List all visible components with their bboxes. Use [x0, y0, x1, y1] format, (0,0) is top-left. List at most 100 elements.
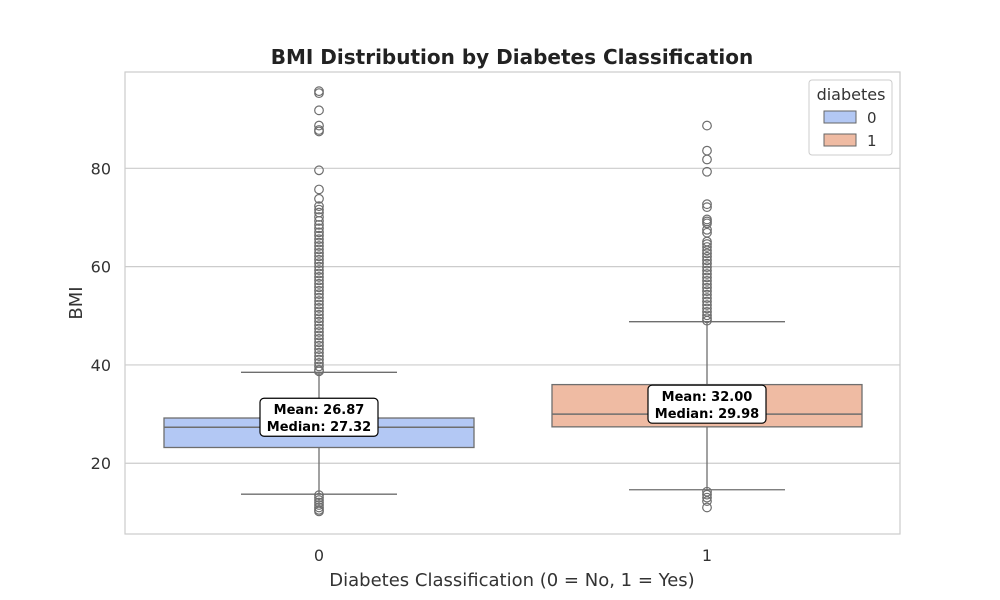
annotation-box — [259, 397, 379, 437]
legend-title: diabetes — [817, 85, 886, 104]
outlier-point — [702, 255, 712, 266]
outlier-point — [702, 218, 712, 229]
mean-annotation: Mean: 26.87 — [274, 403, 365, 418]
outlier-point — [314, 344, 324, 355]
outlier-point — [314, 351, 324, 361]
outlier-point — [314, 184, 324, 195]
outlier-point — [314, 299, 324, 310]
outlier-point — [314, 323, 324, 334]
outlier-point — [314, 492, 324, 503]
outlier-point — [702, 245, 712, 256]
outlier-point — [314, 227, 324, 238]
outlier-point — [314, 165, 324, 176]
gridlines — [125, 167, 900, 464]
outlier-point — [314, 333, 324, 344]
outlier-point — [702, 202, 712, 213]
outlier-point — [314, 254, 324, 265]
outlier-point — [702, 286, 712, 297]
outlier-point — [314, 354, 324, 365]
outlier-point — [702, 120, 712, 131]
outlier-point — [314, 88, 324, 99]
outlier-point — [314, 296, 324, 306]
outlier-point — [314, 309, 324, 320]
outlier-point — [314, 275, 324, 286]
y-axis-label: BMI — [66, 286, 87, 319]
outlier-point — [702, 300, 712, 310]
outlier-point — [314, 506, 324, 517]
outlier-point — [314, 105, 324, 116]
stats-annotation: Mean: 32.00 Median: 29.98 — [647, 384, 767, 424]
outlier-point — [314, 237, 324, 248]
y-tick-label: 60 — [91, 258, 111, 277]
outlier-point — [702, 265, 712, 276]
outlier-point — [314, 366, 324, 377]
outlier-point — [314, 216, 324, 226]
outlier-point — [314, 268, 324, 279]
outlier-point — [314, 306, 324, 317]
outlier-point — [702, 310, 712, 321]
outlier-point — [702, 224, 712, 235]
y-tick-label: 80 — [91, 159, 111, 178]
outlier-point — [702, 272, 712, 283]
outlier-point — [702, 199, 712, 210]
box-groups: Mean: 26.87 Median: 27.32 Mean: 32.00 Media… — [163, 86, 863, 517]
outlier-point — [314, 320, 324, 331]
stats-annotation: Mean: 26.87 Median: 27.32 — [259, 397, 379, 437]
outlier-point — [314, 201, 324, 212]
outlier-point — [702, 315, 712, 326]
outlier-point — [314, 313, 324, 324]
outlier-point — [702, 293, 712, 303]
outlier-point — [702, 279, 712, 290]
outlier-point — [314, 330, 324, 341]
outlier-point — [314, 337, 324, 348]
x-axis-label: Diabetes Classification (0 = No, 1 = Yes… — [329, 570, 694, 591]
box-group-1: Mean: 32.00 Median: 29.98 — [551, 120, 863, 513]
outlier-point — [314, 361, 324, 372]
legend-swatch-1 — [823, 133, 857, 147]
outlier-point — [702, 262, 712, 273]
mean-annotation: Mean: 32.00 — [662, 390, 753, 405]
legend: diabetes 0 1 — [808, 79, 893, 156]
outlier-point — [702, 492, 712, 503]
chart-title: BMI Distribution by Diabetes Classificat… — [271, 45, 754, 69]
outlier-point — [702, 282, 712, 293]
outlier-point — [314, 247, 324, 258]
outlier-point — [314, 490, 324, 501]
outlier-point — [314, 223, 324, 234]
outlier-point — [314, 282, 324, 293]
median-annotation: Median: 29.98 — [655, 407, 759, 422]
outlier-point — [314, 347, 324, 358]
outlier-point — [314, 212, 324, 222]
outlier-point — [314, 285, 324, 296]
outlier-point — [314, 234, 324, 245]
outlier-point — [702, 248, 712, 259]
legend-label-1: 1 — [867, 132, 877, 150]
outlier-point — [314, 204, 324, 215]
outlier-point — [314, 258, 324, 269]
outlier-point — [314, 292, 324, 303]
outlier-point — [702, 239, 712, 249]
outlier-point — [702, 289, 712, 300]
plot-area — [124, 71, 901, 535]
outlier-point — [314, 316, 324, 327]
outlier-point — [702, 296, 712, 307]
outlier-point — [314, 241, 324, 251]
outlier-point — [314, 272, 324, 282]
outlier-point — [702, 496, 712, 506]
annotation-box — [647, 384, 767, 424]
outlier-point — [702, 489, 712, 500]
outlier-point — [314, 193, 324, 204]
legend-label-0: 0 — [867, 109, 877, 127]
outlier-point — [314, 261, 324, 272]
outlier-point — [314, 278, 324, 289]
outlier-point — [702, 166, 712, 177]
outlier-point — [702, 275, 712, 286]
outlier-point — [702, 258, 712, 269]
outlier-point — [314, 244, 324, 255]
outlier-point — [702, 269, 712, 279]
outlier-point — [702, 251, 712, 262]
outlier-point — [314, 495, 324, 505]
outlier-point — [314, 126, 324, 137]
